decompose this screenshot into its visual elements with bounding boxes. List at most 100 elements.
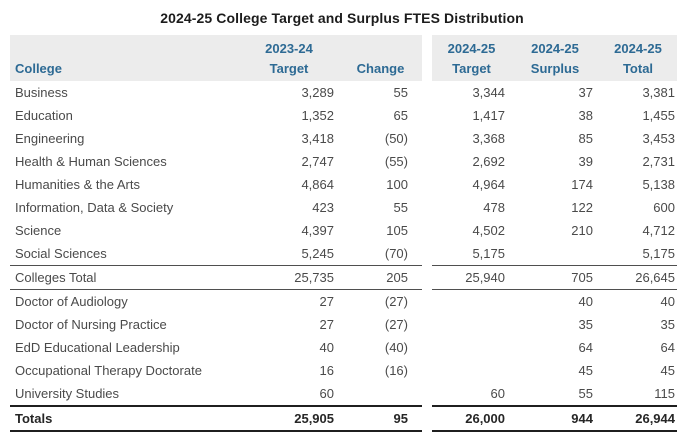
college-name-cell: Business [15, 85, 68, 100]
target-2023-24-cell: 25,905 [239, 405, 339, 432]
change-cell: 55 [393, 200, 408, 215]
header-target-2023-24: Target [239, 56, 339, 81]
total-2024-25-cell: 5,175 [642, 246, 675, 261]
target-2024-25-cell: 3,368 [472, 131, 505, 146]
change-cell: (50) [384, 131, 408, 146]
college-name-cell: Doctor of Audiology [15, 294, 128, 309]
header-college-spacer [10, 35, 239, 56]
header-surplus-2024-25: Surplus [511, 56, 599, 81]
total-2024-25-cell: 1,455 [642, 108, 675, 123]
column-group-gap [422, 289, 432, 313]
target-2024-25-cell: 3,344 [472, 85, 505, 100]
change-cell: (70) [384, 246, 408, 261]
column-group-gap [422, 313, 432, 336]
ftes-table: 2023-24 2024-25 2024-25 2024-25 College … [10, 35, 677, 432]
change-cell: 105 [386, 223, 408, 238]
target-2023-24-cell: 40 [319, 340, 334, 355]
header-year-2024-25-surplus: 2024-25 [511, 35, 599, 56]
table-row: Humanities & the Arts 4,864 100 4,964 17… [10, 173, 677, 196]
total-2024-25-cell: 600 [653, 200, 675, 215]
change-cell: (55) [384, 154, 408, 169]
table-row: Business 3,289 55 3,344 37 3,381 [10, 81, 677, 104]
header-year-2024-25-total: 2024-25 [599, 35, 677, 56]
table-row: Social Sciences 5,245 (70) 5,175 5,175 [10, 242, 677, 266]
surplus-2024-25-cell: 174 [571, 177, 593, 192]
college-name-cell: Engineering [15, 131, 85, 146]
change-cell: 205 [339, 265, 422, 290]
table-row: Health & Human Sciences 2,747 (55) 2,692… [10, 150, 677, 173]
college-name-cell: Health & Human Sciences [15, 154, 167, 169]
college-name-cell: Colleges Total [10, 265, 239, 290]
target-2023-24-cell: 16 [319, 363, 334, 378]
total-2024-25-cell: 4,712 [642, 223, 675, 238]
table-row: Occupational Therapy Doctorate 16 (16) 4… [10, 359, 677, 382]
surplus-2024-25-cell: 85 [578, 131, 593, 146]
target-2023-24-cell: 423 [312, 200, 334, 215]
target-2024-25-cell [432, 290, 511, 314]
target-2023-24-cell: 5,245 [301, 246, 334, 261]
table-row: Education 1,352 65 1,417 38 1,455 [10, 104, 677, 127]
surplus-2024-25-cell: 122 [571, 200, 593, 215]
surplus-2024-25-cell: 55 [578, 386, 593, 401]
target-2023-24-cell: 3,289 [301, 85, 334, 100]
target-2024-25-cell: 26,000 [432, 405, 511, 432]
target-2023-24-cell: 60 [319, 386, 334, 401]
header-total-2024-25: Total [599, 56, 677, 81]
header-year-2023-24: 2023-24 [239, 35, 339, 56]
column-group-gap [422, 104, 432, 127]
target-2024-25-cell [432, 336, 511, 359]
surplus-2024-25-cell: 45 [578, 363, 593, 378]
college-name-cell: Education [15, 108, 73, 123]
college-name-cell: Information, Data & Society [15, 200, 174, 215]
total-2024-25-cell: 35 [660, 317, 675, 332]
surplus-2024-25-cell: 38 [578, 108, 593, 123]
header-year-change-spacer [339, 35, 422, 56]
column-group-gap [422, 382, 432, 406]
table-row: University Studies 60 60 55 115 [10, 382, 677, 406]
college-name-cell: Science [15, 223, 62, 238]
column-group-gap [422, 35, 432, 56]
column-group-gap [422, 127, 432, 150]
surplus-2024-25-cell: 944 [511, 405, 599, 432]
change-cell: (16) [384, 363, 408, 378]
change-cell: 55 [393, 85, 408, 100]
table-row: Colleges Total 25,735 205 25,940 705 26,… [10, 265, 677, 290]
target-2023-24-cell: 27 [319, 294, 334, 309]
change-cell [339, 382, 422, 406]
surplus-2024-25-cell: 37 [578, 85, 593, 100]
column-group-gap [422, 406, 432, 431]
total-2024-25-cell: 2,731 [642, 154, 675, 169]
target-2024-25-cell [432, 313, 511, 336]
target-2024-25-cell: 60 [490, 386, 505, 401]
change-cell: 95 [339, 405, 422, 432]
table-row: Doctor of Nursing Practice 27 (27) 35 35 [10, 313, 677, 336]
total-2024-25-cell: 3,453 [642, 131, 675, 146]
table-body: Business 3,289 55 3,344 37 3,381 Educati… [10, 81, 677, 432]
target-2023-24-cell: 3,418 [301, 131, 334, 146]
target-2024-25-cell [432, 359, 511, 382]
surplus-2024-25-cell: 210 [571, 223, 593, 238]
column-group-gap [422, 81, 432, 104]
header-year-2024-25-target: 2024-25 [432, 35, 511, 56]
column-group-gap [422, 150, 432, 173]
header-college: College [10, 56, 239, 81]
column-group-gap [422, 219, 432, 242]
target-2023-24-cell: 4,864 [301, 177, 334, 192]
total-2024-25-cell: 26,645 [599, 265, 677, 290]
college-name-cell: EdD Educational Leadership [15, 340, 180, 355]
college-name-cell: Humanities & the Arts [15, 177, 140, 192]
table-row: Information, Data & Society 423 55 478 1… [10, 196, 677, 219]
total-2024-25-cell: 40 [660, 294, 675, 309]
column-group-gap [422, 359, 432, 382]
target-2024-25-cell: 4,502 [472, 223, 505, 238]
table-row: Totals 25,905 95 26,000 944 26,944 [10, 405, 677, 432]
change-cell: (40) [384, 340, 408, 355]
college-name-cell: University Studies [15, 386, 120, 401]
surplus-2024-25-cell: 705 [511, 265, 599, 290]
header-label-row: College Target Change Target Surplus Tot… [10, 56, 677, 81]
target-2024-25-cell: 1,417 [472, 108, 505, 123]
page-title: 2024-25 College Target and Surplus FTES … [160, 10, 524, 26]
change-cell: (27) [384, 317, 408, 332]
column-group-gap [422, 56, 432, 81]
